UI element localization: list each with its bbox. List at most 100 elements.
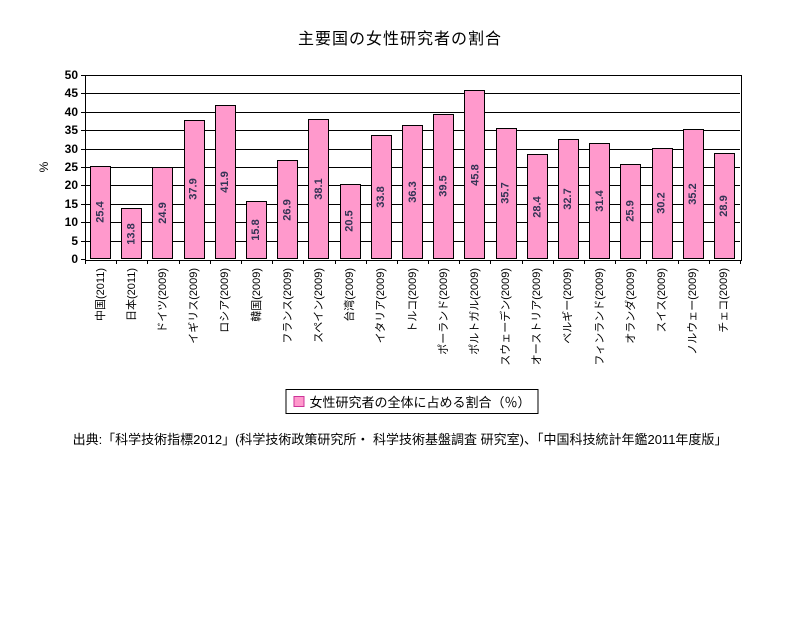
x-tick-label: フランス(2009) [281,268,294,344]
x-axis-tick [178,260,180,264]
x-axis-tick [584,260,586,264]
gridline [85,93,740,95]
y-tick-label: 0 [71,252,78,266]
bar [246,200,268,259]
x-axis-tick [365,260,367,264]
x-axis-tick [85,260,86,264]
bar [152,167,174,259]
y-axis-tick [81,148,85,150]
x-tick-label: ベルギー(2009) [562,268,575,344]
bar [495,127,517,259]
x-tick-label: オーストリア(2009) [531,268,544,366]
bar-value-label: 32.7 [562,188,575,210]
y-tick-label: 5 [71,233,78,248]
bar-value-label: 15.8 [250,219,263,241]
bar [464,90,486,259]
y-axis-tick [81,93,85,95]
x-axis-tick [490,260,492,264]
x-tick-label: ロシア(2009) [219,268,232,333]
bar [526,154,548,259]
x-axis-tick [615,260,617,264]
legend-marker-swatch [293,396,305,407]
bar [214,104,236,259]
y-axis-tick [81,130,85,132]
bar [121,208,143,259]
x-tick-label: イギリス(2009) [188,268,201,344]
bar-value-label: 37.9 [188,178,201,200]
y-axis-tick [81,222,85,224]
bar-value-label: 28.4 [531,196,544,218]
x-tick-label: 中国(2011) [94,268,107,321]
x-tick-label: ポーランド(2009) [437,268,450,355]
bar [433,113,455,259]
x-tick-label: イタリア(2009) [375,268,388,344]
y-tick-label: 15 [64,196,78,211]
plot-area-border [85,75,742,261]
y-axis-tick [81,111,85,113]
x-tick-label: 台湾(2009) [344,268,357,322]
y-tick-label: 40 [64,104,78,119]
x-axis-tick [303,260,305,264]
x-tick-label: ポルトガル(2009) [468,268,481,355]
x-tick-label: 韓国(2009) [250,268,263,322]
y-tick-label: 45 [64,86,78,101]
bar [651,147,673,259]
x-axis-tick [740,260,741,264]
y-axis-tick [81,75,85,76]
x-axis-tick [240,260,242,264]
bar-value-label: 26.9 [281,198,294,221]
y-axis-title: % [37,161,51,173]
y-tick-label: 10 [64,215,78,230]
bar [589,143,611,259]
bar [370,134,392,259]
x-tick-label: 日本(2011) [125,268,138,321]
source-note: 出典:「科学技術指標2012」(科学技術政策研究所・ 科学技術基盤調査 研究室)… [72,432,728,447]
bar-value-label: 24.9 [156,202,169,224]
gridline [85,111,740,113]
x-axis-tick [646,260,648,264]
x-tick-label: スイス(2009) [656,268,669,333]
x-axis-tick [147,260,149,264]
bar-value-label: 38.1 [312,178,325,200]
y-tick-label: 25 [64,160,78,174]
bar [713,152,735,259]
bar [402,125,423,259]
bar [682,129,704,259]
x-axis-tick [677,260,679,264]
x-tick-label: チェコ(2009) [718,268,731,333]
bar-value-label: 28.9 [718,195,731,217]
bar [308,118,330,259]
x-tick-label: ドイツ(2009) [156,268,169,333]
x-axis-tick [708,260,710,264]
bar-value-label: 35.2 [687,183,700,205]
bar-value-label: 33.8 [375,186,388,208]
bar-value-label: 31.4 [593,190,606,212]
bar [339,183,361,259]
y-tick-label: 35 [64,123,78,138]
x-axis-tick [334,260,336,264]
bar-value-label: 25.4 [94,201,107,223]
x-axis-tick [459,260,461,264]
y-axis-tick [81,185,85,187]
y-tick-label: 30 [64,141,78,156]
y-tick-label: 50 [64,68,78,82]
legend-label: 女性研究者の全体に占める割合（％） [309,395,531,410]
x-tick-label: フィンランド(2009) [593,268,606,366]
bar-value-label: 25.9 [624,200,637,223]
bar-value-label: 36.3 [406,181,419,203]
x-tick-label: スウェーデン(2009) [500,268,513,366]
x-axis-tick [116,260,118,264]
chart-title: 主要国の女性研究者の割合 [297,31,502,48]
legend-box: 女性研究者の全体に占める割合（％） [285,389,539,414]
x-axis-tick [521,260,523,264]
bar [183,119,205,259]
x-tick-label: スペイン(2009) [312,268,325,344]
x-axis-tick [272,260,274,264]
bar-value-label: 35.7 [500,182,513,205]
bar-value-label: 41.9 [219,171,232,193]
x-tick-label: ノルウェー(2009) [687,268,700,355]
x-axis-tick [209,260,211,264]
y-axis-tick [81,167,85,168]
bar [90,165,112,259]
